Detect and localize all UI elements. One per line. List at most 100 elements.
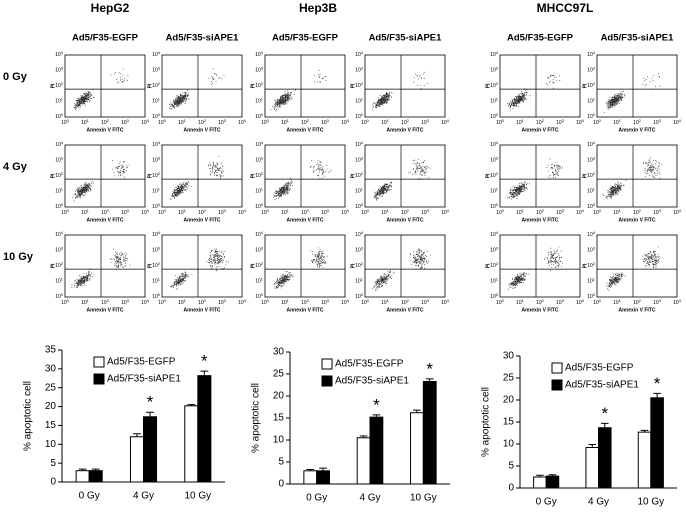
tick-exponent: 1	[387, 118, 390, 123]
flow-x-label: Annexin V FITC	[87, 217, 124, 223]
decade-tick-label: 102	[355, 171, 364, 179]
tick-base: 10	[255, 142, 261, 148]
tick-exponent: 4	[261, 140, 264, 145]
scatter-dots	[71, 248, 131, 289]
tick-base: 10	[536, 210, 542, 216]
tick-exponent: 4	[261, 230, 264, 235]
tick-base: 10	[490, 114, 496, 120]
tick-exponent: 4	[244, 208, 247, 213]
tick-exponent: 0	[496, 112, 499, 117]
tick-exponent: 1	[361, 277, 364, 282]
tick-exponent: 2	[407, 298, 410, 303]
decade-tick-label: 104	[141, 118, 150, 126]
tick-exponent: 2	[407, 118, 410, 123]
decade-tick-label: 101	[381, 298, 390, 306]
tick-exponent: 4	[679, 208, 682, 213]
tick-base: 10	[55, 294, 61, 300]
tick-base: 10	[255, 263, 261, 269]
decade-tick-label: 100	[490, 292, 499, 300]
x-tick-label: 0 Gy	[536, 497, 557, 508]
tick-exponent: 0	[593, 112, 596, 117]
decade-tick-label: 102	[490, 81, 499, 89]
tick-exponent: 1	[619, 298, 622, 303]
scatter-dots	[372, 248, 431, 291]
error-bar	[372, 414, 381, 418]
decade-tick-label: 102	[490, 261, 499, 269]
tick-exponent: 3	[593, 246, 596, 251]
tick-exponent: 4	[361, 230, 364, 235]
tick-base: 10	[490, 204, 496, 210]
scatter-dots	[602, 157, 663, 200]
tick-base: 10	[633, 120, 639, 126]
decade-tick-label: 101	[613, 208, 622, 216]
tick-base: 10	[152, 263, 158, 269]
tick-exponent: 1	[184, 208, 187, 213]
tick-exponent: 4	[347, 298, 350, 303]
tick-base: 10	[490, 99, 496, 105]
tick-exponent: 0	[158, 112, 161, 117]
tick-exponent: 3	[158, 156, 161, 161]
tick-base: 10	[152, 52, 158, 58]
vector-header: Ad5/F35-siAPE1	[601, 33, 675, 44]
decade-tick-label: 101	[587, 97, 596, 105]
tick-base: 10	[355, 232, 361, 238]
decade-tick-label: 101	[490, 277, 499, 285]
tick-exponent: 1	[261, 187, 264, 192]
tick-exponent: 1	[522, 208, 525, 213]
tick-base: 10	[355, 279, 361, 285]
tick-exponent: 2	[261, 261, 264, 266]
decade-tick-label: 103	[421, 208, 430, 216]
decade-tick-label: 101	[178, 208, 187, 216]
scatter-dots	[169, 68, 225, 110]
tick-base: 10	[255, 189, 261, 195]
tick-base: 10	[255, 158, 261, 164]
tick-base: 10	[490, 189, 496, 195]
tick-base: 10	[55, 189, 61, 195]
tick-base: 10	[587, 279, 593, 285]
tick-base: 10	[381, 120, 387, 126]
tick-exponent: 4	[593, 140, 596, 145]
tick-exponent: 4	[679, 118, 682, 123]
decade-tick-label: 104	[341, 118, 350, 126]
error-bar	[413, 409, 421, 413]
decade-tick-label: 102	[301, 118, 310, 126]
tick-base: 10	[341, 120, 347, 126]
tick-exponent: 3	[593, 66, 596, 71]
tick-base: 10	[673, 210, 679, 216]
decade-tick-label: 102	[198, 298, 207, 306]
tick-base: 10	[516, 300, 522, 306]
tick-base: 10	[490, 83, 496, 89]
tick-exponent: 1	[184, 118, 187, 123]
decade-tick-label: 101	[355, 187, 364, 195]
tick-exponent: 1	[361, 97, 364, 102]
decade-tick-label: 100	[61, 298, 70, 306]
decade-tick-label: 100	[158, 298, 167, 306]
decade-tick-label: 104	[341, 298, 350, 306]
y-tick-label: 30	[503, 351, 515, 362]
tick-base: 10	[61, 120, 67, 126]
tick-base: 10	[281, 120, 287, 126]
decade-tick-label: 104	[490, 230, 499, 238]
tick-exponent: 0	[361, 202, 364, 207]
scatter-dots	[371, 71, 428, 110]
tick-exponent: 3	[224, 208, 227, 213]
decade-tick-label: 100	[587, 202, 596, 210]
error-bar	[319, 467, 327, 471]
decade-tick-label: 104	[355, 230, 364, 238]
tick-exponent: 1	[593, 187, 596, 192]
y-tick-label: 30	[273, 347, 285, 358]
tick-exponent: 3	[427, 118, 430, 123]
scatter-dots	[73, 68, 129, 110]
decade-tick-label: 101	[516, 208, 525, 216]
decade-tick-label: 102	[101, 118, 110, 126]
tick-exponent: 2	[639, 118, 642, 123]
flow-y-label: PI	[582, 83, 588, 88]
tick-base: 10	[321, 120, 327, 126]
decade-tick-label: 102	[101, 208, 110, 216]
tick-exponent: 2	[593, 81, 596, 86]
tick-exponent: 3	[158, 66, 161, 71]
flow-y-label: PI	[50, 173, 56, 178]
legend-swatch	[551, 379, 563, 391]
tick-exponent: 0	[164, 208, 167, 213]
tick-exponent: 1	[361, 187, 364, 192]
